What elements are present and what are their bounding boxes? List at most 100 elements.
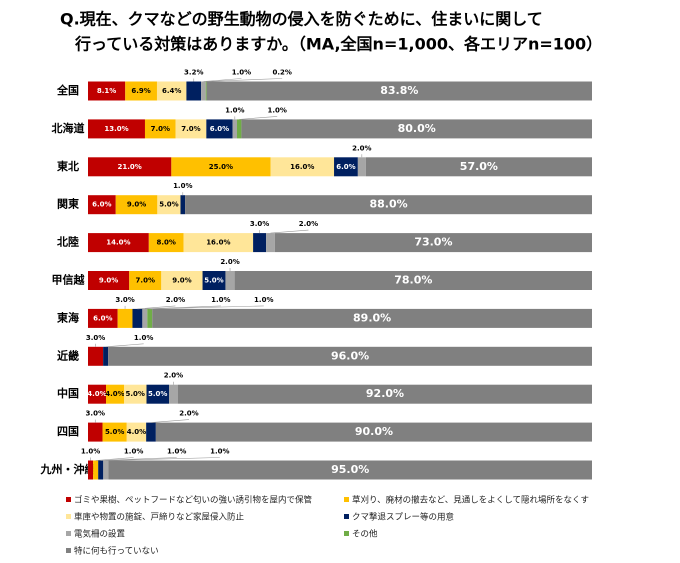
value-label: 4.0%: [127, 428, 146, 436]
chart-title: 行っている対策はありますか。（MA,全国n=1,000、各エリアn=100）: [74, 35, 602, 54]
bar-segment: [185, 195, 592, 215]
category-label: 北海道: [52, 121, 85, 135]
value-label: 2.0%: [164, 372, 183, 380]
value-label: 2.0%: [352, 144, 371, 152]
bar-segment: [225, 271, 235, 290]
bar-segment: [232, 119, 238, 139]
value-label: 14.0%: [106, 239, 130, 247]
category-label: 近畿: [57, 348, 79, 362]
legend-swatch: [344, 497, 349, 502]
bar-segment: [146, 384, 169, 404]
bar-segment: [142, 308, 148, 328]
leader-line: [95, 457, 134, 461]
bar-segment: [88, 460, 94, 480]
bar-segment: [148, 233, 184, 253]
value-label: 9.0%: [127, 201, 146, 209]
legend-swatch: [66, 548, 71, 553]
bar-segment: [357, 157, 366, 177]
legend-label: 車庫や物置の施錠、戸締りなど家屋侵入防止: [74, 512, 245, 523]
bar-segment: [270, 157, 335, 177]
leader-line: [150, 419, 190, 423]
bar-segment: [88, 233, 149, 253]
value-label: 6.4%: [162, 87, 181, 95]
legend-swatch: [66, 497, 71, 502]
value-label: 5.0%: [204, 277, 223, 285]
value-label: 1.0%: [124, 448, 143, 456]
bar-segment: [108, 460, 592, 480]
bar-segment: [237, 119, 242, 139]
category-label: 中国: [57, 386, 79, 400]
bar-segment: [103, 460, 109, 480]
bar-segment: [186, 81, 202, 101]
value-label: 5.0%: [126, 390, 145, 398]
bar-segment: [144, 119, 176, 139]
bar-segment: [88, 422, 103, 442]
bar-segment: [125, 81, 157, 101]
bar-segment: [124, 384, 147, 404]
bar-segment: [206, 119, 233, 139]
bar-segment: [146, 422, 156, 442]
value-label: 1.0%: [173, 182, 192, 190]
value-label: 8.0%: [156, 239, 175, 247]
value-label: 1.0%: [210, 448, 229, 456]
bar-segment: [155, 422, 592, 442]
bar-segment: [88, 119, 145, 139]
value-label: 2.0%: [220, 258, 239, 266]
value-label: 3.0%: [86, 334, 105, 342]
legend-swatch: [344, 514, 349, 519]
category-label: 北陸: [57, 235, 79, 249]
legend-label: 電気柵の設置: [74, 529, 126, 540]
bar-segment: [152, 308, 592, 328]
value-label: 78.0%: [394, 274, 432, 287]
value-label: 6.0%: [92, 201, 111, 209]
legend-swatch: [66, 514, 71, 519]
value-label: 7.0%: [136, 277, 155, 285]
value-label: 7.0%: [151, 125, 170, 133]
value-label: 9.0%: [172, 277, 191, 285]
leader-line: [239, 116, 278, 120]
bar-segment: [88, 81, 126, 101]
value-label: 4.0%: [105, 390, 124, 398]
bar-segment: [156, 81, 187, 101]
legend-label: 特に何も行っていない: [74, 546, 159, 557]
leader-line: [105, 343, 144, 348]
value-label: 95.0%: [331, 463, 369, 476]
bar-segment: [202, 271, 226, 290]
bar-segment: [108, 346, 592, 366]
value-label: 9.0%: [99, 277, 118, 285]
bar-segment: [171, 157, 271, 177]
value-label: 96.0%: [331, 349, 369, 362]
bar-segment: [169, 384, 178, 404]
value-label: 7.0%: [181, 125, 200, 133]
leader-line: [100, 457, 177, 461]
bar-segment: [115, 195, 158, 215]
leader-line: [203, 78, 242, 82]
bar-segment: [147, 308, 153, 328]
bar-segment: [88, 195, 116, 215]
bar-segment: [178, 384, 592, 404]
value-label: 25.0%: [209, 163, 233, 171]
value-label: 80.0%: [398, 122, 436, 135]
value-label: 3.0%: [115, 296, 134, 304]
value-label: 88.0%: [369, 198, 407, 211]
category-label: 全国: [56, 83, 79, 97]
bar-segment: [241, 119, 593, 139]
legend-label: ゴミや果樹、ペットフードなど匂いの強い誘引物を屋内で保管: [74, 495, 312, 506]
bar-segment: [161, 271, 203, 290]
value-label: 2.0%: [166, 296, 185, 304]
value-label: 6.9%: [131, 87, 150, 95]
bar-segment: [98, 460, 104, 480]
value-label: 90.0%: [355, 425, 393, 438]
bar-segment: [132, 308, 143, 328]
value-label: 5.0%: [148, 390, 167, 398]
value-label: 5.0%: [105, 428, 124, 436]
value-label: 3.0%: [250, 220, 269, 228]
legend-swatch: [344, 531, 349, 536]
value-label: 6.0%: [93, 314, 112, 322]
value-label: 1.0%: [211, 296, 230, 304]
leader-line: [137, 305, 176, 310]
bar-segment: [88, 271, 130, 290]
category-label: 甲信越: [52, 273, 86, 287]
value-label: 3.2%: [184, 69, 203, 77]
value-label: 57.0%: [460, 160, 498, 173]
